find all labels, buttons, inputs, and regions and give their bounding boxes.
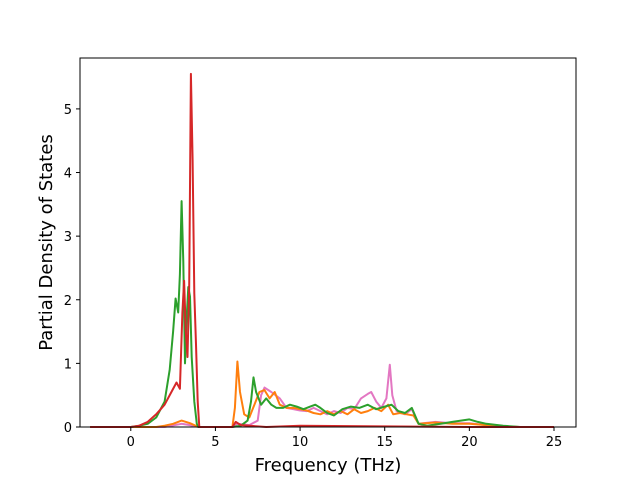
x-tick-label: 20 <box>461 435 478 450</box>
x-tick-label: 10 <box>292 435 309 450</box>
series-line-0 <box>90 363 554 428</box>
y-tick-label: 2 <box>64 294 72 309</box>
y-tick-label: 1 <box>64 357 72 372</box>
x-tick-label: 25 <box>546 435 563 450</box>
x-tick-label: 0 <box>127 435 135 450</box>
series-line-3 <box>90 72 554 428</box>
series-layer <box>90 72 554 428</box>
y-tick-label: 0 <box>64 421 72 436</box>
y-tick-label: 5 <box>64 103 72 118</box>
y-tick-label: 4 <box>64 167 72 182</box>
plot-frame <box>79 57 577 428</box>
series-line-2 <box>90 200 554 428</box>
y-axis-label: Partial Density of States <box>36 134 57 351</box>
series-line-1 <box>90 360 554 428</box>
x-tick-label: 15 <box>376 435 393 450</box>
x-tick-label: 5 <box>211 435 219 450</box>
y-tick-label: 3 <box>64 230 72 245</box>
y-ticks: 0 1 2 3 4 5 <box>64 103 80 436</box>
x-ticks: 0 5 10 15 20 25 <box>127 427 563 450</box>
x-axis-label: Frequency (THz) <box>255 455 402 476</box>
